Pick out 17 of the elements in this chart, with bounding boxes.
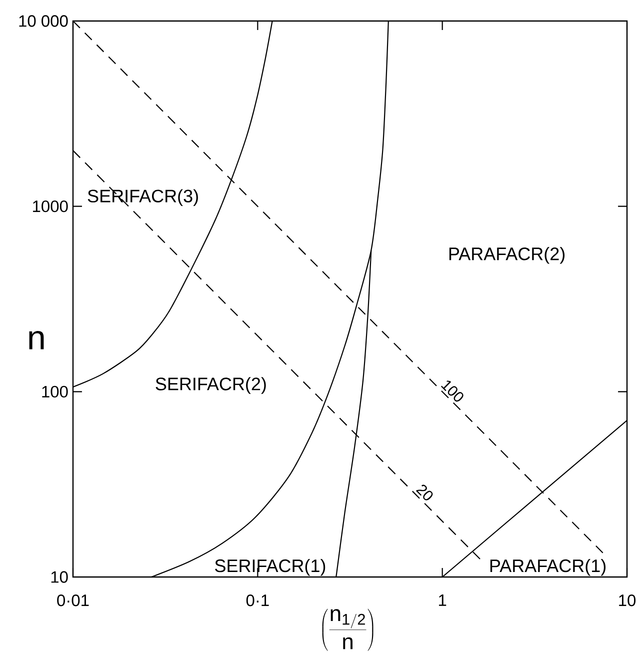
annotation: SERIFACR(3) [88,189,198,206]
x-tick-label: 1 [438,594,446,606]
annotation: PARAFACR(1) [490,558,606,576]
x-tick-label: 10 [619,594,636,606]
x-tick-label: 0·1 [246,594,269,606]
annotation: PARAFACR(2) [449,247,565,264]
text: 20 [416,484,433,500]
annotation: SERIFACR(1) [215,558,326,576]
x-axis-title: $\left(\frac{\mathrm{n}_{\mathrm{1/2}}}{\mathrm{n}}\right)$ [322,608,374,651]
text: 100 [440,380,464,402]
x-tick-label: 0·01 [57,594,89,606]
y-tick-label: 100 [42,386,68,398]
y-tick-label: 10 000 [19,15,68,27]
y-tick-label: 1000 [33,200,68,212]
y-tick-label: 10 [51,571,68,583]
annotation: SERIFACR(2) [156,377,266,394]
y-axis-title: n [29,330,44,350]
